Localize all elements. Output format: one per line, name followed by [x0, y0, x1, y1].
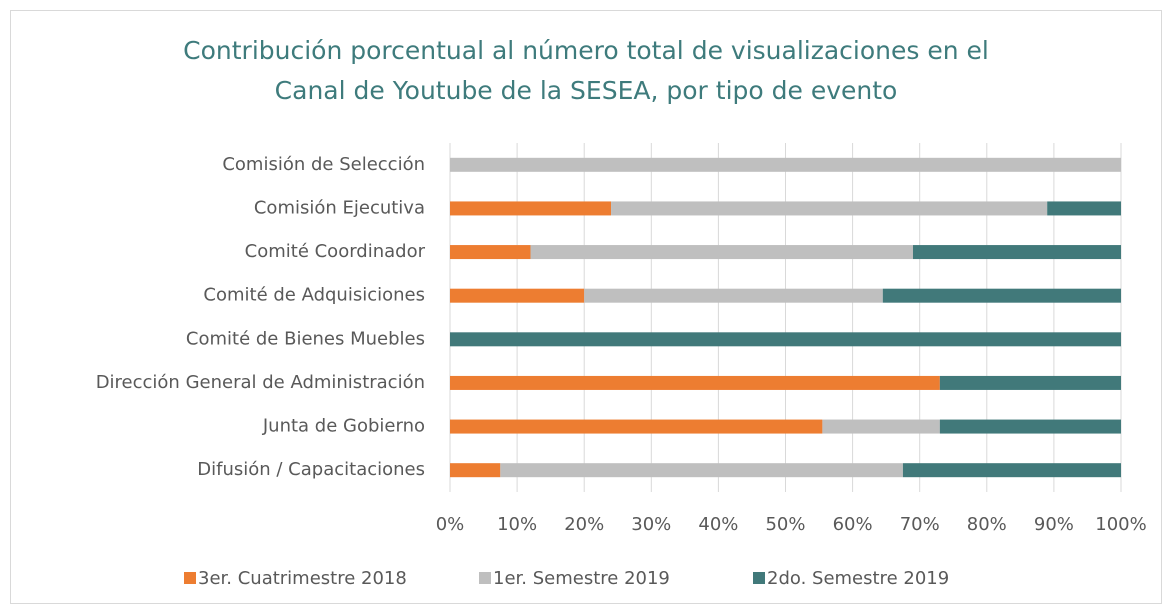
- legend-label: 3er. Cuatrimestre 2018: [198, 568, 407, 589]
- bar-segment: [939, 375, 1121, 390]
- bar-segment: [902, 463, 1121, 478]
- x-tick-label: 80%: [967, 514, 1007, 535]
- x-tick-label: 90%: [1034, 514, 1074, 535]
- x-tick-label: 60%: [833, 514, 873, 535]
- chart-title: Contribución porcentual al número total …: [183, 36, 989, 65]
- bar-segment: [611, 201, 1048, 216]
- x-tick-label: 70%: [900, 514, 940, 535]
- y-tick-label: Dirección General de Administración: [96, 372, 425, 393]
- y-tick-label: Comisión Ejecutiva: [254, 197, 425, 218]
- bar-segment: [822, 419, 940, 434]
- legend-label: 2do. Semestre 2019: [767, 568, 949, 589]
- y-tick-label: Comisión de Selección: [222, 154, 425, 175]
- x-tick-label: 40%: [698, 514, 738, 535]
- x-tick-label: 10%: [497, 514, 537, 535]
- legend-label: 1er. Semestre 2019: [493, 568, 670, 589]
- bar-segment: [450, 288, 585, 303]
- bar-segment: [450, 157, 1121, 172]
- y-tick-label: Junta de Gobierno: [262, 416, 425, 437]
- y-tick-label: Difusión / Capacitaciones: [197, 459, 425, 480]
- bar-segment: [450, 463, 501, 478]
- chart-title: Canal de Youtube de la SESEA, por tipo d…: [275, 76, 898, 105]
- bar-segment: [912, 245, 1121, 260]
- bar-segment: [530, 245, 913, 260]
- y-tick-label: Comité de Adquisiciones: [203, 285, 425, 306]
- bar-segment: [450, 201, 612, 216]
- bar-segment: [939, 419, 1121, 434]
- bar-segment: [450, 332, 1121, 347]
- y-tick-label: Comité Coordinador: [245, 241, 426, 262]
- bar-segment: [1047, 201, 1121, 216]
- bar-segment: [450, 375, 940, 390]
- x-tick-label: 100%: [1095, 514, 1146, 535]
- legend-swatch: [753, 572, 765, 584]
- x-tick-label: 50%: [765, 514, 805, 535]
- chart-border: [10, 10, 1162, 604]
- bar-segment: [500, 463, 903, 478]
- legend-swatch: [479, 572, 491, 584]
- x-tick-label: 20%: [564, 514, 604, 535]
- x-tick-label: 30%: [631, 514, 671, 535]
- bar-segment: [450, 419, 823, 434]
- legend-swatch: [184, 572, 196, 584]
- bar-segment: [450, 245, 531, 260]
- bar-segment: [882, 288, 1121, 303]
- x-tick-label: 0%: [436, 514, 465, 535]
- bar-segment: [584, 288, 883, 303]
- y-tick-label: Comité de Bienes Muebles: [186, 328, 425, 349]
